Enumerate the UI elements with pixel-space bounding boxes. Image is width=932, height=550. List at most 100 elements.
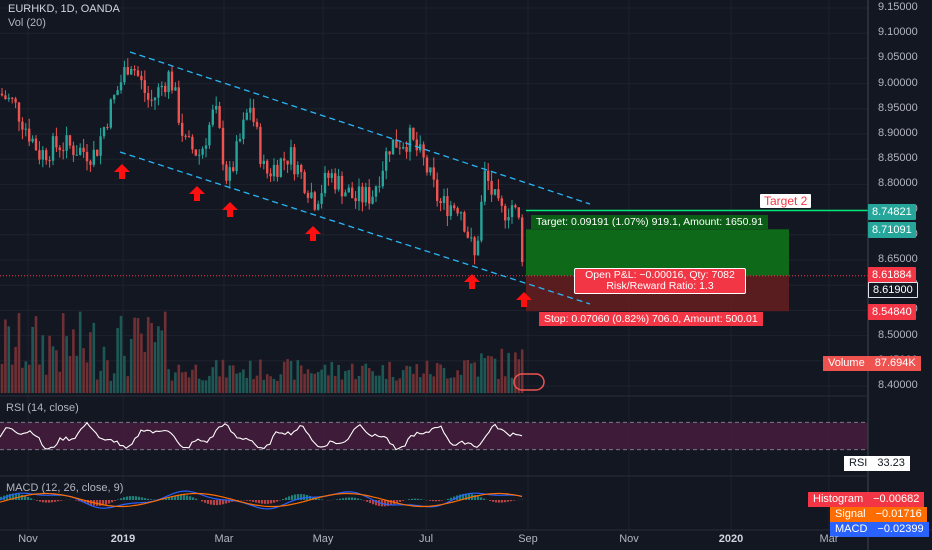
volume-value-tag: Volume 87.694K xyxy=(823,356,921,371)
candle-body xyxy=(102,127,106,137)
volume-bar xyxy=(143,351,147,393)
candle-body xyxy=(92,149,95,165)
candle-body xyxy=(487,170,490,182)
macd-histogram-bar xyxy=(468,493,471,500)
rsi-legend[interactable]: RSI (14, close) xyxy=(6,402,79,414)
volume-bar xyxy=(92,322,96,393)
macd-histogram-bar xyxy=(180,494,183,500)
candle-body xyxy=(99,136,102,156)
candle-body xyxy=(483,170,486,202)
candle-body xyxy=(296,165,299,175)
candle-body xyxy=(126,67,129,75)
volume-bar xyxy=(211,367,215,393)
volume-bar xyxy=(429,374,432,393)
candle-body xyxy=(402,146,405,149)
volume-bar xyxy=(242,369,245,393)
candle-body xyxy=(293,147,296,175)
candle-body xyxy=(303,172,306,193)
symbol-title[interactable]: EURHKD, 1D, OANDA xyxy=(8,3,120,15)
target-info-label[interactable]: Target: 0.09191 (1.07%) 919.1, Amount: 1… xyxy=(531,215,769,229)
volume-bar xyxy=(378,375,381,393)
volume-bar xyxy=(510,377,514,393)
candle-body xyxy=(21,121,24,130)
candle-body xyxy=(463,212,466,232)
price-tick-label: 9.15000 xyxy=(878,1,918,13)
candle-body xyxy=(497,189,500,199)
candle-body xyxy=(119,82,123,91)
candle-body xyxy=(381,170,384,187)
candle-body xyxy=(68,135,72,146)
macd-histogram-bar xyxy=(348,497,351,500)
candle-body xyxy=(4,95,7,99)
up-arrow-icon xyxy=(222,202,238,217)
macd-histogram-bar xyxy=(318,498,321,500)
macd-histogram-bar xyxy=(270,500,273,504)
arrow-markers[interactable] xyxy=(114,164,532,307)
macd-histogram-bar xyxy=(222,500,225,505)
volume-bar xyxy=(119,315,123,393)
macd-histogram-bar xyxy=(465,493,468,500)
macd-histogram-bar xyxy=(201,500,204,502)
candle-body xyxy=(378,186,381,188)
macd-histogram-bar xyxy=(144,498,147,500)
candle-body xyxy=(340,175,344,197)
volume-bar xyxy=(140,333,143,393)
candle-body xyxy=(357,186,361,202)
volume-bar xyxy=(320,369,323,393)
candle-body xyxy=(153,97,157,101)
candle-body xyxy=(272,164,276,177)
macd-legend[interactable]: MACD (12, 26, close, 9) xyxy=(6,482,124,494)
volume-bar xyxy=(191,369,194,393)
candle-body xyxy=(245,112,248,120)
candle-body xyxy=(208,124,211,146)
candle-body xyxy=(473,237,476,256)
candle-body xyxy=(252,107,255,122)
macd-histogram-bar xyxy=(6,494,9,500)
volume-bar xyxy=(235,373,238,393)
stop-info-label[interactable]: Stop: 0.07060 (0.82%) 706.0, Amount: 500… xyxy=(539,312,763,326)
candle-body xyxy=(198,154,201,156)
volume-bar xyxy=(0,363,4,393)
candle-body xyxy=(405,146,408,152)
macd-histogram-bar xyxy=(207,500,210,504)
macd-histogram-bar xyxy=(480,497,483,500)
histogram-tag-name: Histogram xyxy=(813,493,864,505)
channel-lines[interactable] xyxy=(119,51,591,305)
candle-body xyxy=(432,167,435,180)
volume-bar xyxy=(228,365,232,393)
entry-price-tag: 8.61884 xyxy=(868,267,916,283)
candle-body xyxy=(218,106,221,128)
macd-histogram-bar xyxy=(432,500,435,502)
volume-bar xyxy=(432,376,436,393)
price-tick-label: 8.65000 xyxy=(878,253,918,265)
macd-histogram-bar xyxy=(342,498,345,500)
macd-histogram-bar xyxy=(216,500,219,506)
macd-histogram-bar xyxy=(195,498,198,500)
volume-bar xyxy=(116,328,119,393)
volume-bar xyxy=(214,360,218,393)
target2-label[interactable]: Target 2 xyxy=(760,194,812,208)
volume-bar xyxy=(65,336,68,393)
macd-histogram-bar xyxy=(459,494,462,500)
candle-body xyxy=(140,75,143,81)
macd-histogram-bar xyxy=(399,500,402,502)
candle-body xyxy=(442,196,446,204)
macd-histogram-bar xyxy=(57,500,60,502)
volume-bar xyxy=(259,359,262,393)
candle-body xyxy=(289,147,293,165)
pnl-info-box[interactable]: Open P&L: −0.00016, Qty: 7082 Risk/Rewar… xyxy=(574,268,746,294)
rsi-tag-name: RSI xyxy=(844,456,873,471)
candle-body xyxy=(45,150,48,161)
macd-histogram-bar xyxy=(111,500,114,503)
macd-histogram-bar xyxy=(354,497,357,500)
candle-body xyxy=(136,70,140,76)
risk-reward-text: Risk/Reward Ratio: 1.3 xyxy=(606,280,714,292)
time-label-2019: 2019 xyxy=(110,533,136,545)
volume-legend[interactable]: Vol (20) xyxy=(8,17,46,29)
stop-price-tag: 8.54840 xyxy=(868,304,916,320)
price-tick-label: 8.80000 xyxy=(878,177,918,190)
macd-histogram-bar xyxy=(150,499,153,500)
macd-histogram-bar xyxy=(282,499,285,500)
volume-bar xyxy=(456,370,459,393)
